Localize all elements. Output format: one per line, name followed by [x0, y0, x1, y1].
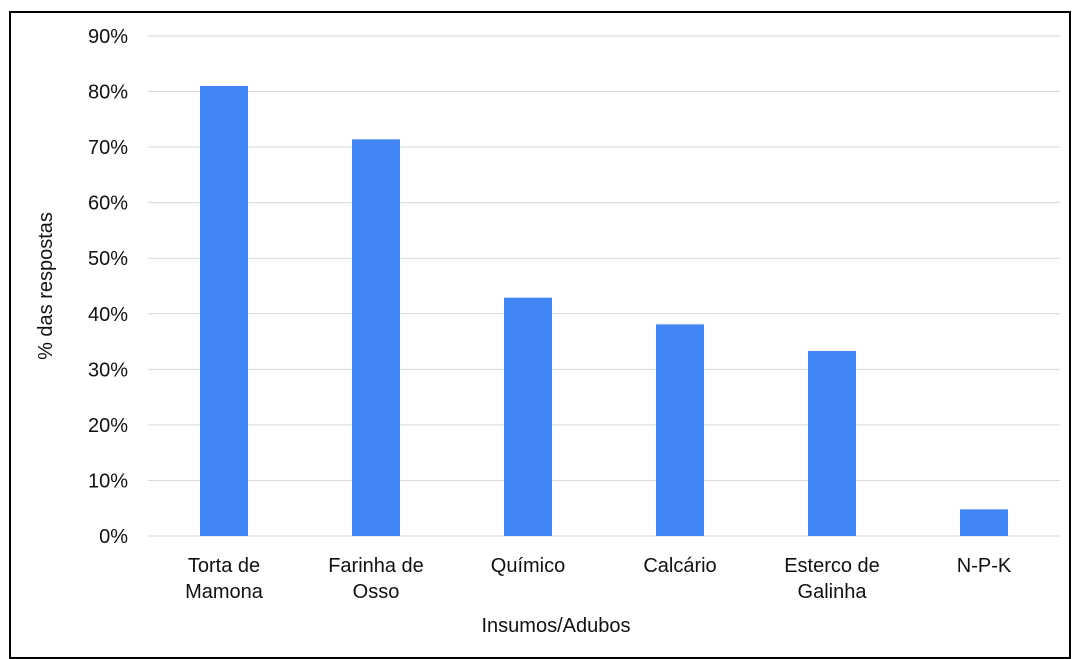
y-tick-label: 50% [88, 248, 128, 270]
y-tick-label: 10% [88, 470, 128, 492]
y-axis-label: % das respostas [35, 212, 57, 360]
bar [808, 351, 856, 536]
x-tick-label: Esterco de Galinha [784, 555, 880, 603]
x-tick-label: Calcário [643, 555, 716, 577]
y-tick-label: 40% [88, 304, 128, 326]
x-tick-label: N-P-K [957, 555, 1012, 577]
bar [352, 139, 400, 537]
bar [960, 509, 1008, 536]
y-tick-label: 60% [88, 193, 128, 215]
bar [200, 86, 248, 536]
y-tick-label: 80% [88, 82, 128, 104]
x-tick-label: Farinha de Osso [328, 555, 424, 603]
bar [656, 324, 704, 536]
x-tick-label: Torta de Mamona [185, 555, 264, 603]
y-tick-label: 0% [99, 526, 128, 548]
y-tick-label: 70% [88, 137, 128, 159]
y-tick-label: 30% [88, 359, 128, 381]
y-tick-label: 20% [88, 415, 128, 437]
x-axis-label: Insumos/Adubos [482, 615, 631, 637]
bar [504, 297, 552, 536]
x-tick-label: Químico [491, 555, 565, 577]
y-tick-label: 90% [88, 26, 128, 48]
